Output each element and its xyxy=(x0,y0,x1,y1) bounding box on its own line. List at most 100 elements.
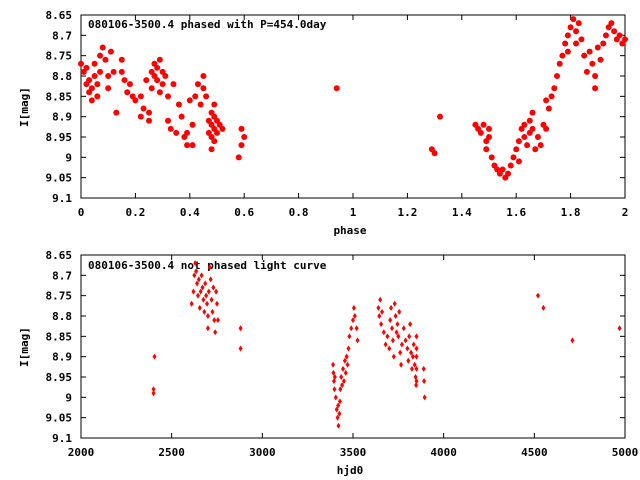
data-point xyxy=(602,32,609,39)
data-point xyxy=(389,325,394,332)
data-point xyxy=(405,345,410,352)
data-point xyxy=(200,85,207,92)
chart-title: 080106-3500.4 phased with P=454.0day xyxy=(88,18,327,31)
data-point xyxy=(524,142,531,149)
data-point xyxy=(414,333,419,340)
data-point xyxy=(333,85,340,92)
data-point xyxy=(581,52,588,59)
data-point xyxy=(241,134,248,140)
data-point xyxy=(118,68,125,75)
data-point xyxy=(193,260,198,267)
data-point xyxy=(337,398,342,405)
data-point xyxy=(378,296,383,303)
data-point xyxy=(102,56,109,63)
data-point xyxy=(414,382,419,389)
data-point xyxy=(392,300,397,307)
data-points xyxy=(151,260,622,429)
data-point xyxy=(376,304,381,311)
data-point xyxy=(205,313,210,319)
data-point xyxy=(421,365,426,372)
data-point xyxy=(521,121,528,128)
data-point xyxy=(562,40,569,47)
data-point xyxy=(397,308,402,315)
data-point xyxy=(422,378,427,385)
data-point xyxy=(515,158,522,165)
y-tick-label: 8.85 xyxy=(46,330,73,343)
data-point xyxy=(207,264,212,271)
data-point xyxy=(383,341,388,348)
phased-light-curve-panel: 080106-3500.4 phased with P=454.0day pha… xyxy=(18,9,628,237)
data-point xyxy=(146,109,152,116)
data-point xyxy=(238,325,243,332)
x-tick-label: 4000 xyxy=(430,446,457,459)
data-point xyxy=(583,68,590,75)
data-point xyxy=(556,60,563,67)
y-tick-label: 8.65 xyxy=(46,9,73,22)
y-tick-label: 8.65 xyxy=(46,249,73,262)
data-point xyxy=(431,150,438,157)
data-point xyxy=(570,337,575,344)
y-tick-label: 8.7 xyxy=(52,29,72,42)
data-point xyxy=(195,280,200,287)
data-point xyxy=(191,288,196,295)
x-tick-label: 2 xyxy=(622,206,629,219)
data-point xyxy=(406,357,411,364)
data-point xyxy=(192,272,197,279)
data-point xyxy=(355,337,360,344)
data-point xyxy=(594,44,601,51)
data-point xyxy=(559,52,566,59)
data-point xyxy=(113,109,120,116)
data-point xyxy=(88,97,95,104)
y-axis-label: I[mag] xyxy=(18,327,31,367)
data-point xyxy=(333,394,338,401)
data-point xyxy=(399,361,404,368)
data-point xyxy=(554,73,560,79)
data-point xyxy=(178,113,185,120)
data-point xyxy=(162,73,169,79)
y-tick-label: 8.9 xyxy=(52,111,72,124)
data-point xyxy=(586,48,593,55)
data-point xyxy=(214,129,220,136)
data-point xyxy=(388,317,393,324)
data-point xyxy=(238,125,245,132)
data-point xyxy=(488,154,495,161)
data-point xyxy=(184,142,191,149)
x-tick-label: 0.6 xyxy=(234,206,254,219)
data-point xyxy=(151,386,156,393)
data-point xyxy=(211,101,218,108)
axis-ticks: 0 0.2 0.4 0.6 0.8 1 1.2 1.4 1.6 1.8 2 8.65 8.7 8.75 8.… xyxy=(46,9,629,219)
data-point xyxy=(97,52,104,59)
data-point xyxy=(105,73,112,79)
data-point xyxy=(396,333,401,340)
data-point xyxy=(486,134,492,140)
data-point xyxy=(165,93,172,100)
data-point xyxy=(335,414,340,421)
data-point xyxy=(154,77,161,84)
x-tick-label: 0.8 xyxy=(289,206,309,219)
data-point xyxy=(507,162,514,169)
y-tick-label: 8.95 xyxy=(46,131,73,144)
data-point xyxy=(213,329,218,336)
data-point xyxy=(398,349,403,356)
data-point xyxy=(173,129,180,136)
data-point xyxy=(238,142,245,149)
data-point xyxy=(480,121,487,128)
data-point xyxy=(201,296,206,303)
data-point xyxy=(352,313,357,319)
data-point xyxy=(529,125,536,132)
data-point xyxy=(200,73,207,79)
data-point xyxy=(385,333,390,340)
data-point xyxy=(483,146,490,153)
x-tick-label: 3000 xyxy=(249,446,276,459)
data-point xyxy=(414,353,419,360)
data-point xyxy=(209,296,214,303)
data-point xyxy=(379,321,384,328)
data-point xyxy=(196,276,201,283)
data-point xyxy=(409,349,414,356)
data-point xyxy=(83,64,90,71)
data-point xyxy=(537,142,544,149)
data-point xyxy=(189,121,196,128)
data-point xyxy=(341,365,346,372)
data-point xyxy=(206,288,211,295)
